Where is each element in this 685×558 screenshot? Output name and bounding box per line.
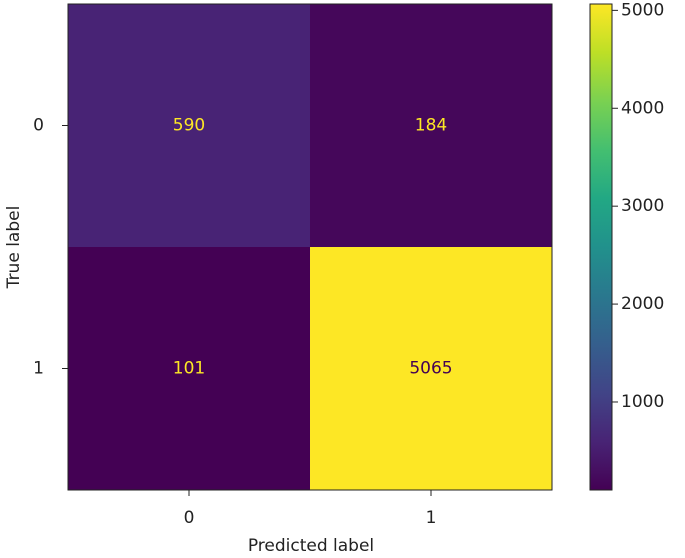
x-tick-label: 1: [426, 508, 437, 528]
colorbar-tick-label: 3000: [621, 196, 664, 216]
cell: [310, 247, 552, 490]
colorbar: [589, 3, 613, 491]
y-axis-label: True label: [4, 206, 24, 290]
y-tick-label: 0: [33, 116, 44, 136]
colorbar-tick-label: 4000: [621, 98, 664, 118]
cell-label: 590: [173, 116, 205, 136]
colorbar-tick-label: 2000: [621, 294, 664, 314]
x-tick-label: 0: [184, 508, 195, 528]
colorbar-tick-label: 5000: [621, 0, 664, 20]
cell: [68, 247, 310, 490]
cell: [310, 4, 552, 247]
x-axis-label: Predicted label: [248, 536, 374, 556]
y-tick-label: 1: [33, 359, 44, 379]
plot-frame: [67, 3, 553, 491]
cell-label: 184: [415, 116, 447, 136]
cell-label: 5065: [409, 359, 452, 379]
colorbar-tick-label: 1000: [621, 392, 664, 412]
cell-label: 101: [173, 359, 205, 379]
cell: [68, 4, 310, 247]
